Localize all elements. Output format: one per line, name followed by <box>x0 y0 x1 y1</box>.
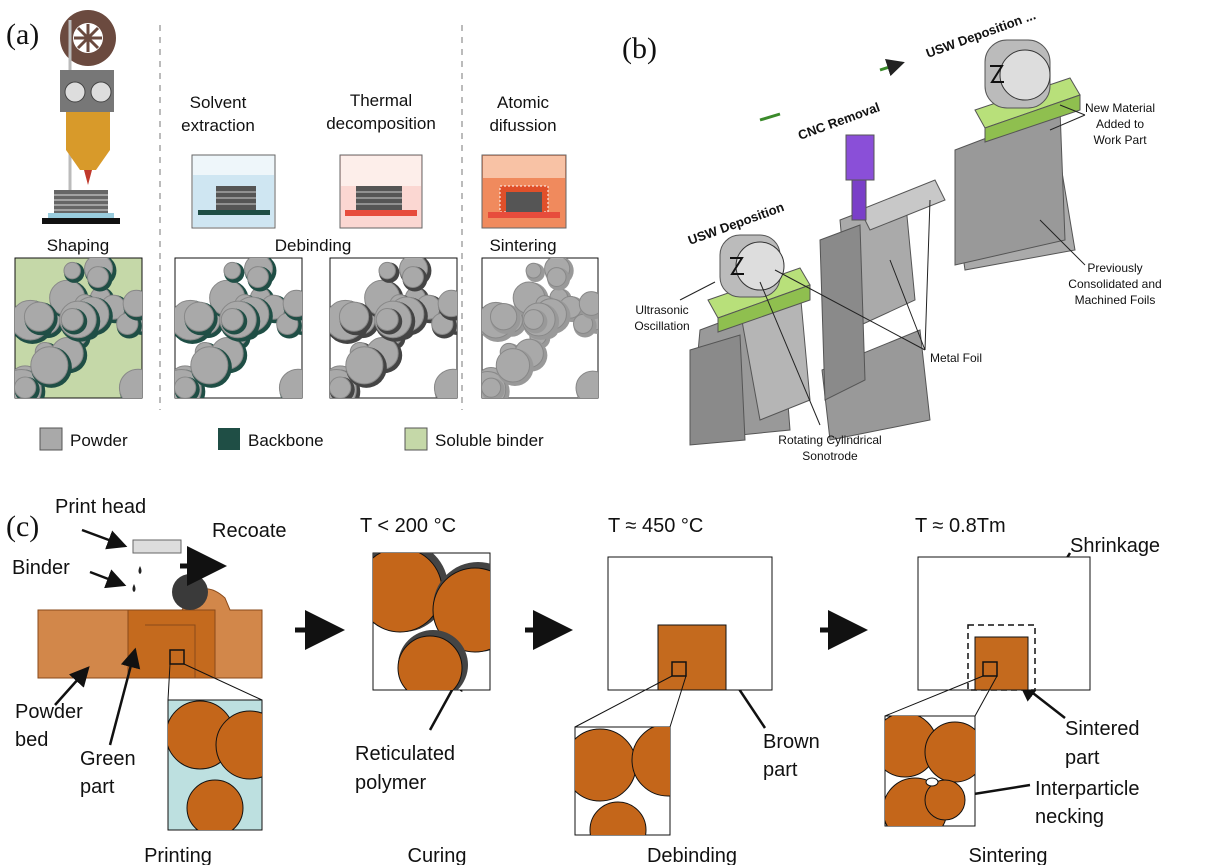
legend-label: Powder <box>70 431 128 450</box>
callout: Rotating Cylindrical <box>778 433 881 447</box>
step-label: Debinding <box>647 845 737 865</box>
particle <box>524 310 544 330</box>
label: part <box>763 759 798 781</box>
particle <box>590 802 646 858</box>
legend-swatch <box>218 428 240 450</box>
particle <box>191 347 228 384</box>
stage-label: Sintering <box>489 236 556 255</box>
particle <box>279 369 316 406</box>
callout: New Material <box>1085 101 1155 115</box>
particle <box>221 309 243 331</box>
particle <box>61 309 83 331</box>
figure: (a) Solvent extraction Thermal decomposi… <box>0 0 1208 865</box>
particle <box>187 780 243 836</box>
label: necking <box>1035 806 1104 828</box>
callout: Sonotrode <box>802 449 858 463</box>
legend-swatch <box>405 428 427 450</box>
stage-label: Shaping <box>47 236 109 255</box>
particle <box>283 290 309 316</box>
process-label: Atomic <box>497 93 549 112</box>
particle <box>926 778 938 786</box>
label: part <box>1065 747 1100 769</box>
particle <box>247 267 268 288</box>
process-label: difussion <box>489 116 556 135</box>
particle <box>339 302 368 331</box>
particle <box>87 267 108 288</box>
particle <box>224 262 240 278</box>
label: part <box>80 776 115 798</box>
particle <box>358 548 442 632</box>
panel-label: (a) <box>6 18 39 51</box>
particle <box>376 309 398 331</box>
particle <box>526 263 541 278</box>
stage-label: Debinding <box>275 236 352 255</box>
particle <box>64 262 80 278</box>
particle <box>438 290 464 316</box>
temperature: T ≈ 0.8Tm <box>915 515 1006 537</box>
step-label: Sintering <box>969 845 1048 865</box>
callout: Previously <box>1087 261 1142 275</box>
particle <box>379 262 395 278</box>
process-label: extraction <box>181 116 255 135</box>
particle <box>632 724 704 796</box>
label: Shrinkage <box>1070 535 1160 557</box>
particle <box>547 268 566 287</box>
particle <box>402 267 423 288</box>
panel-label: (b) <box>622 32 657 65</box>
callout: Ultrasonic <box>635 303 688 317</box>
label: Sintered <box>1065 718 1140 740</box>
label: Green <box>80 748 136 770</box>
process-box <box>340 155 422 228</box>
label: Binder <box>12 557 70 579</box>
panel-label: (c) <box>6 510 39 543</box>
particle <box>346 347 383 384</box>
process-box <box>482 155 566 228</box>
process-label: decomposition <box>326 114 436 133</box>
callout: Machined Foils <box>1075 293 1156 307</box>
legend-label: Backbone <box>248 431 324 450</box>
particle <box>184 302 213 331</box>
label: polymer <box>355 772 426 794</box>
label: Recoate <box>212 520 287 542</box>
particle <box>482 378 501 397</box>
particle <box>579 292 603 316</box>
temperature: T < 200 °C <box>360 515 456 537</box>
particle <box>490 304 516 330</box>
callout: Added to <box>1096 117 1144 131</box>
particle <box>329 377 350 398</box>
label: Print head <box>55 496 146 518</box>
process-label: Thermal <box>350 91 412 110</box>
label: Brown <box>763 731 820 753</box>
work-part <box>690 40 1080 445</box>
particle <box>31 347 68 384</box>
label: Powder <box>15 701 83 723</box>
callout: Oscillation <box>634 319 689 333</box>
process-label: Solvent <box>190 93 247 112</box>
particle <box>174 377 195 398</box>
label: bed <box>15 729 48 751</box>
callout: Work Part <box>1093 133 1147 147</box>
temperature: T ≈ 450 °C <box>608 515 703 537</box>
particle <box>496 349 529 382</box>
callout: Metal Foil <box>930 351 982 365</box>
callout: Consolidated and <box>1068 277 1161 291</box>
particle <box>119 369 156 406</box>
label: Reticulated <box>355 743 455 765</box>
particle <box>576 371 609 404</box>
legend-label: Soluble binder <box>435 431 544 450</box>
process-box <box>192 155 275 228</box>
printer <box>42 10 120 224</box>
particle <box>24 302 53 331</box>
particle <box>434 369 471 406</box>
particle <box>925 722 985 782</box>
step-label: Printing <box>144 845 212 865</box>
particle <box>14 377 35 398</box>
particle <box>123 290 149 316</box>
particle <box>216 711 284 779</box>
legend-swatch <box>40 428 62 450</box>
step-label: Curing <box>408 845 467 865</box>
label: Interparticle <box>1035 778 1140 800</box>
